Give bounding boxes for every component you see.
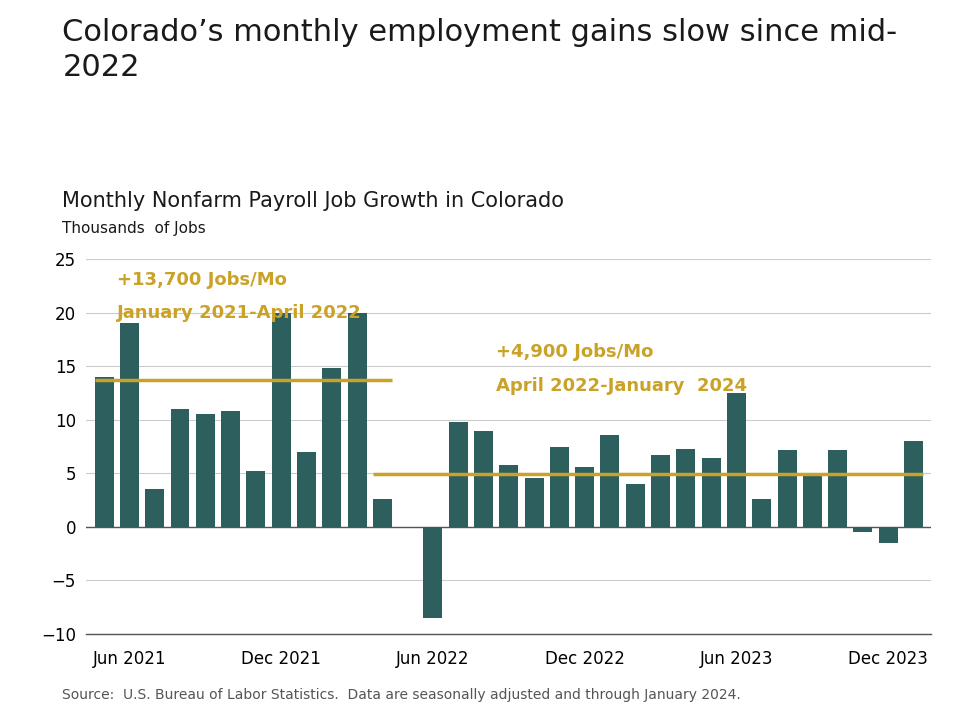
Bar bbox=[221, 411, 240, 526]
Bar bbox=[272, 312, 291, 526]
Bar bbox=[196, 414, 215, 526]
Text: +4,900 Jobs/Mo: +4,900 Jobs/Mo bbox=[496, 343, 654, 361]
Text: Colorado’s monthly employment gains slow since mid-
2022: Colorado’s monthly employment gains slow… bbox=[62, 18, 898, 82]
Bar bbox=[601, 435, 619, 526]
Bar bbox=[550, 447, 569, 526]
Bar bbox=[171, 409, 189, 526]
Text: Thousands  of Jobs: Thousands of Jobs bbox=[62, 221, 206, 236]
Bar bbox=[474, 431, 493, 526]
Bar bbox=[323, 369, 341, 526]
Bar bbox=[499, 464, 518, 526]
Text: Monthly Nonfarm Payroll Job Growth in Colorado: Monthly Nonfarm Payroll Job Growth in Co… bbox=[62, 191, 564, 211]
Bar bbox=[348, 312, 367, 526]
Bar bbox=[702, 458, 721, 526]
Bar bbox=[727, 393, 746, 526]
Bar bbox=[904, 441, 923, 526]
Text: Source:  U.S. Bureau of Labor Statistics.  Data are seasonally adjusted and thro: Source: U.S. Bureau of Labor Statistics.… bbox=[62, 688, 741, 702]
Bar bbox=[95, 377, 113, 526]
Bar bbox=[524, 479, 543, 526]
Bar bbox=[803, 475, 822, 526]
Text: +13,700 Jobs/Mo: +13,700 Jobs/Mo bbox=[117, 271, 287, 289]
Bar bbox=[677, 449, 695, 526]
Text: April 2022-January  2024: April 2022-January 2024 bbox=[496, 377, 747, 395]
Bar bbox=[247, 471, 265, 526]
Bar bbox=[575, 467, 594, 526]
Bar bbox=[828, 449, 847, 526]
Bar bbox=[753, 499, 771, 526]
Text: January 2021-April 2022: January 2021-April 2022 bbox=[117, 304, 362, 322]
Bar bbox=[448, 422, 468, 526]
Bar bbox=[145, 489, 164, 526]
Bar bbox=[372, 499, 392, 526]
Bar bbox=[297, 451, 316, 526]
Bar bbox=[651, 455, 670, 526]
Bar bbox=[853, 526, 873, 532]
Bar bbox=[626, 484, 645, 526]
Bar bbox=[878, 526, 898, 543]
Bar bbox=[423, 526, 443, 618]
Bar bbox=[778, 449, 797, 526]
Bar bbox=[120, 323, 139, 526]
